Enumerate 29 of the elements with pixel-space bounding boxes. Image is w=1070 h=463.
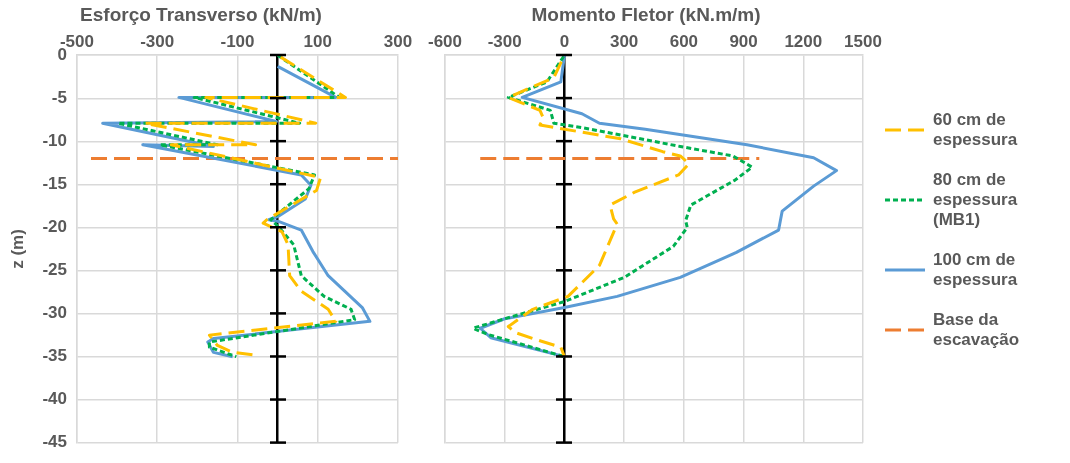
x-tick-label: -100 xyxy=(220,31,255,51)
legend-label: 80 cm de espessura (MB1) xyxy=(933,170,1019,230)
x-tick-label: 1200 xyxy=(784,31,823,51)
y-tick-label: -20 xyxy=(42,217,67,237)
y-tick-label: -35 xyxy=(42,346,67,366)
x-tick-label: -300 xyxy=(140,31,175,51)
y-axis-title: z (m) xyxy=(7,229,27,269)
x-tick-label: -600 xyxy=(428,31,463,51)
y-tick-label: -30 xyxy=(42,303,67,323)
legend-label: 60 cm de espessura xyxy=(933,110,1019,150)
y-tick-label: -25 xyxy=(42,260,67,280)
x-tick-label: -300 xyxy=(487,31,522,51)
legend-label: 100 cm de espessura xyxy=(933,250,1019,290)
x-tick-label: 0 xyxy=(559,31,570,51)
y-tick-label: -15 xyxy=(42,174,67,194)
legend-label: Base da escavação xyxy=(933,310,1021,350)
y-tick-label: -10 xyxy=(42,131,67,151)
y-tick-label: -45 xyxy=(42,432,67,452)
x-tick-label: 600 xyxy=(669,31,699,51)
x-tick-label: 300 xyxy=(383,31,413,51)
y-tick-label: -5 xyxy=(51,87,67,107)
x-tick-label: 300 xyxy=(609,31,639,51)
x-tick-label: 1500 xyxy=(844,31,882,51)
x-tick-label: 900 xyxy=(729,31,758,51)
chart-title: Momento Fletor (kN.m/m) xyxy=(531,3,761,25)
y-tick-label: -40 xyxy=(42,389,67,409)
x-tick-label: 100 xyxy=(303,31,332,51)
line-series xyxy=(143,55,347,357)
chart-title: Esforço Transverso (kN/m) xyxy=(80,3,322,25)
